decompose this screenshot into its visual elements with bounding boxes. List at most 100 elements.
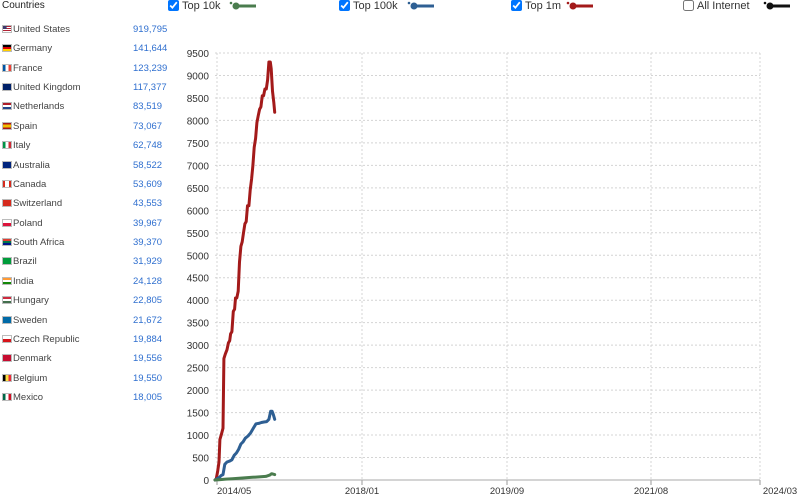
country-name: France xyxy=(13,62,43,74)
legend-item-all-internet[interactable]: All Internet xyxy=(683,0,798,14)
country-value[interactable]: 39,370 xyxy=(133,237,163,249)
country-value[interactable]: 19,550 xyxy=(133,372,163,384)
country-value[interactable]: 43,553 xyxy=(133,198,163,210)
country-row-pl[interactable]: Poland 39,967 xyxy=(0,214,175,233)
country-name: Netherlands xyxy=(13,101,65,113)
country-row-hu[interactable]: Hungary 22,805 xyxy=(0,291,175,310)
country-row-de[interactable]: Germany 141,644 xyxy=(0,39,175,58)
country-name: Australia xyxy=(13,159,50,171)
legend-checkbox-top1m[interactable] xyxy=(511,0,522,11)
y-tick-label: 5500 xyxy=(187,229,210,240)
y-tick-label: 2500 xyxy=(187,364,210,375)
country-value[interactable]: 39,967 xyxy=(133,217,163,229)
y-tick-label: 3500 xyxy=(187,319,210,330)
flag-icon-hu xyxy=(2,296,12,305)
flag-icon-se xyxy=(2,315,12,324)
country-value[interactable]: 18,005 xyxy=(133,392,163,404)
country-value[interactable]: 22,805 xyxy=(133,295,163,307)
country-value[interactable]: 21,672 xyxy=(133,314,163,326)
flag-icon-in xyxy=(2,276,12,285)
legend-item-top100k[interactable]: Top 100k xyxy=(339,0,439,14)
country-name: Belgium xyxy=(13,372,48,384)
legend-dot-top1m xyxy=(566,1,570,5)
legend-point-all-internet xyxy=(766,2,774,10)
series-line-top-10k xyxy=(213,472,277,482)
country-value[interactable]: 58,522 xyxy=(133,159,163,171)
flag-icon-za xyxy=(2,238,12,247)
country-row-es[interactable]: Spain 73,067 xyxy=(0,117,175,136)
country-value[interactable]: 123,239 xyxy=(133,62,168,74)
x-tick-label: 2024/03 xyxy=(763,486,797,497)
country-name: Germany xyxy=(13,43,53,55)
country-value[interactable]: 19,556 xyxy=(133,353,163,365)
legend-label-top1m: Top 1m xyxy=(525,0,562,12)
country-row-se[interactable]: Sweden 21,672 xyxy=(0,311,175,330)
legend-checkbox-top10k[interactable] xyxy=(168,0,179,11)
legend-checkbox-all-internet[interactable] xyxy=(683,0,694,11)
flag-icon-it xyxy=(2,141,12,150)
country-name: Italy xyxy=(13,140,31,152)
country-row-ch[interactable]: Switzerland 43,553 xyxy=(0,194,175,213)
y-tick-label: 7000 xyxy=(187,161,210,172)
y-tick-label: 6000 xyxy=(187,206,210,217)
y-tick-label: 9000 xyxy=(187,71,210,82)
legend-checkbox-top100k[interactable] xyxy=(339,0,350,11)
legend-dot-top10k xyxy=(229,1,233,5)
flag-icon-ch xyxy=(2,199,12,208)
legend-point-top1m xyxy=(569,2,577,10)
x-tick-label: 2014/05 xyxy=(217,486,251,497)
country-row-gb[interactable]: United Kingdom 117,377 xyxy=(0,78,175,97)
legend-item-top10k[interactable]: Top 10k xyxy=(168,0,263,14)
legend-item-top1m[interactable]: Top 1m xyxy=(511,0,601,14)
country-value[interactable]: 53,609 xyxy=(133,178,163,190)
country-row-za[interactable]: South Africa 39,370 xyxy=(0,233,175,252)
y-tick-label: 1000 xyxy=(187,431,210,442)
country-row-br[interactable]: Brazil 31,929 xyxy=(0,252,175,271)
country-row-cz[interactable]: Czech Republic 19,884 xyxy=(0,330,175,349)
country-value[interactable]: 62,748 xyxy=(133,140,163,152)
country-value[interactable]: 83,519 xyxy=(133,101,163,113)
country-row-dk[interactable]: Denmark 19,556 xyxy=(0,349,175,368)
legend-dot-top100k xyxy=(407,1,411,5)
flag-icon-pl xyxy=(2,218,12,227)
legend-label-top100k: Top 100k xyxy=(353,0,398,12)
y-tick-label: 9500 xyxy=(187,49,210,60)
country-row-us[interactable]: United States 919,795 xyxy=(0,20,175,39)
country-value[interactable]: 19,884 xyxy=(133,333,163,345)
y-tick-label: 8500 xyxy=(187,94,210,105)
country-list: Countries United States 919,795 Germany 141… xyxy=(0,0,175,498)
country-name: Czech Republic xyxy=(13,333,80,345)
country-name: Switzerland xyxy=(13,198,63,210)
series-line-top-1m xyxy=(213,60,277,482)
country-row-fr[interactable]: France 123,239 xyxy=(0,59,175,78)
country-value[interactable]: 31,929 xyxy=(133,256,163,268)
country-value[interactable]: 919,795 xyxy=(133,24,168,35)
series-line-top-100k xyxy=(213,409,277,482)
country-name: Canada xyxy=(13,178,47,190)
country-value[interactable]: 141,644 xyxy=(133,43,168,55)
flag-icon-be xyxy=(2,373,12,382)
country-name: United States xyxy=(13,24,71,35)
flag-icon-cz xyxy=(2,334,12,343)
country-row-ca[interactable]: Canada 53,609 xyxy=(0,175,175,194)
country-row-mx[interactable]: Mexico 18,005 xyxy=(0,388,175,407)
y-tick-label: 1500 xyxy=(187,409,210,420)
y-tick-label: 4500 xyxy=(187,274,210,285)
legend-dot-all-internet xyxy=(763,1,767,5)
country-row-au[interactable]: Australia 58,522 xyxy=(0,156,175,175)
legend-point-top100k xyxy=(410,2,418,10)
flag-icon-de xyxy=(2,44,12,53)
country-name: Poland xyxy=(13,217,43,229)
legend-marker-top10k xyxy=(229,1,256,10)
country-row-nl[interactable]: Netherlands 83,519 xyxy=(0,97,175,116)
country-row-be[interactable]: Belgium 19,550 xyxy=(0,369,175,388)
y-tick-label: 4000 xyxy=(187,296,210,307)
country-value[interactable]: 73,067 xyxy=(133,120,163,132)
country-row-in[interactable]: India 24,128 xyxy=(0,272,175,291)
country-value[interactable]: 117,377 xyxy=(133,82,167,94)
country-row-it[interactable]: Italy 62,748 xyxy=(0,136,175,155)
flag-icon-dk xyxy=(2,354,12,363)
country-value[interactable]: 24,128 xyxy=(133,275,163,287)
y-tick-label: 6500 xyxy=(187,184,210,195)
country-name: United Kingdom xyxy=(13,82,81,94)
